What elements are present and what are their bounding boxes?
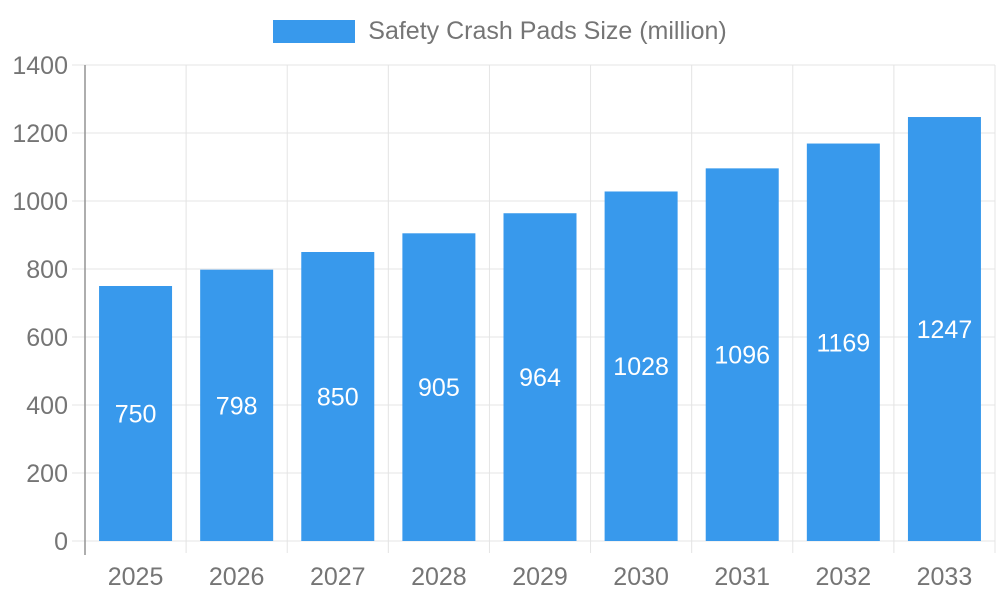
legend-swatch-icon [273, 20, 356, 43]
x-axis-label: 2027 [310, 563, 366, 591]
x-axis-label: 2026 [209, 563, 265, 591]
y-axis-label: 800 [26, 256, 68, 284]
bar-value-label: 1169 [816, 329, 870, 357]
bar-2025[interactable] [99, 286, 173, 541]
bar-value-label: 1096 [714, 342, 770, 370]
bar-value-label: 1247 [917, 316, 973, 344]
bar-value-label: 964 [519, 364, 561, 392]
x-axis-label: 2028 [411, 563, 467, 591]
y-axis-label: 1000 [12, 188, 68, 216]
bar-2026[interactable] [200, 269, 274, 541]
y-axis-label: 0 [54, 528, 68, 556]
y-axis-label: 400 [26, 392, 68, 420]
y-axis-label: 600 [26, 324, 68, 352]
bar-2028[interactable] [402, 233, 476, 542]
bar-value-label: 850 [317, 384, 359, 412]
bar-value-label: 1028 [613, 353, 669, 381]
legend-label: Safety Crash Pads Size (million) [368, 17, 727, 45]
bar-value-label: 750 [115, 401, 157, 429]
y-axis-label: 1400 [12, 52, 68, 80]
bar-2032[interactable] [806, 143, 880, 542]
bar-2031[interactable] [705, 168, 779, 542]
y-axis-label: 1200 [12, 120, 68, 148]
bar-2029[interactable] [503, 213, 577, 542]
bar-2027[interactable] [301, 252, 375, 541]
x-axis-label: 2030 [613, 563, 669, 591]
legend[interactable]: Safety Crash Pads Size (million) [0, 17, 1000, 45]
bar-2033[interactable] [907, 117, 981, 542]
bar-2030[interactable] [604, 191, 678, 542]
x-axis-label: 2031 [714, 563, 770, 591]
x-axis-label: 2033 [917, 563, 973, 591]
x-axis-label: 2025 [108, 563, 164, 591]
y-axis-label: 200 [26, 460, 68, 488]
x-axis-label: 2032 [816, 563, 872, 591]
x-axis-label: 2029 [512, 563, 568, 591]
bar-value-label: 798 [216, 392, 258, 420]
bar-value-label: 905 [418, 374, 460, 402]
